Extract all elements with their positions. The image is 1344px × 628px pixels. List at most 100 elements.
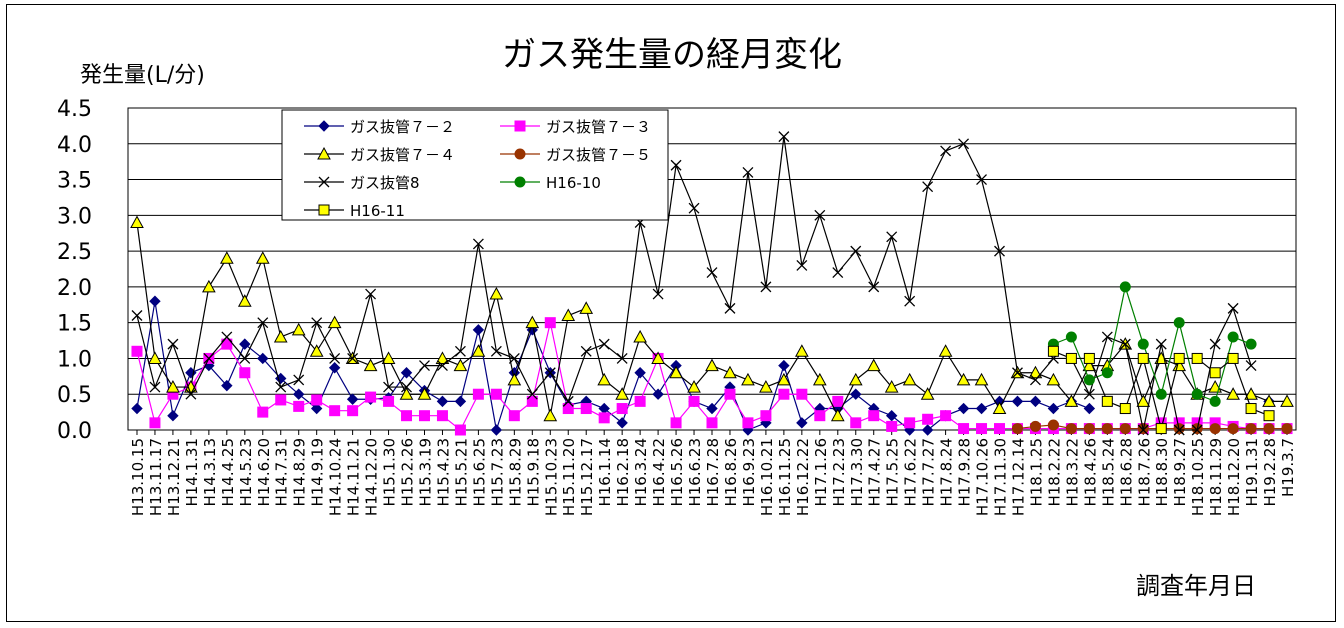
data-point [1245,338,1257,350]
data-point [724,388,736,400]
data-point [975,402,988,415]
data-point [1245,403,1257,415]
series-1 [131,317,1293,436]
data-point [616,352,628,364]
data-point [401,381,412,393]
x-tick-label: H18.8.30 [1153,438,1171,507]
y-axis-ticks: 0.0 0.5 1.0 1.5 2.0 2.5 3.0 3.5 4.0 4.5 [57,97,92,444]
x-tick-label: H15.6.25 [470,438,488,507]
data-point [615,387,629,400]
data-point [956,372,971,386]
data-point [347,405,359,417]
x-tick-label: H18.10.25 [1189,438,1207,516]
x-tick-label: H16.3.24 [632,438,650,507]
data-point [1226,387,1240,400]
data-point [237,294,252,307]
data-point [329,405,341,417]
x-tick-label: H17.5.25 [884,438,902,507]
data-point [202,279,216,293]
data-point [490,388,502,400]
data-point [1047,345,1059,357]
data-point [257,352,269,365]
x-tick-label: H15.7.23 [488,438,506,507]
x-tick-label: H17.9.28 [956,438,974,507]
data-point [1101,367,1113,379]
data-point [1065,331,1077,343]
x-tick-label: H14.12.20 [363,438,381,516]
data-point [1012,367,1023,379]
x-tick-label: H18.5.24 [1099,438,1117,507]
data-point [219,251,234,264]
y-tick-label: 4.0 [57,133,92,158]
data-point [580,345,592,357]
data-point [868,410,880,422]
data-point [419,360,430,372]
data-point [1245,360,1257,372]
y-tick-label: 1.0 [57,347,92,372]
data-point [830,408,845,422]
data-point [239,338,251,350]
data-point [437,360,448,372]
legend-marker [514,176,526,188]
x-axis-label: 調査年月日 [1136,572,1256,600]
data-point [167,409,179,422]
x-tick-label: H14.1.31 [183,438,201,507]
data-point [1227,331,1239,343]
x-tick-label: H13.12.21 [165,438,183,516]
data-point [741,372,755,386]
x-tick-label: H17.11.30 [992,438,1010,516]
data-point [868,281,880,293]
data-point [796,388,808,400]
data-point [688,202,700,214]
data-point [814,410,826,422]
data-point [544,317,556,329]
data-point [436,410,448,422]
data-point [1029,395,1042,408]
data-point [633,329,647,343]
data-point [634,367,646,379]
x-tick-label: H16.9.23 [740,438,758,507]
data-point [328,362,341,374]
x-tick-label: H15.4.23 [434,438,452,507]
x-tick-label: H19.2.28 [1261,438,1279,507]
legend-marker [514,120,526,132]
data-point [1047,402,1060,415]
data-point [490,424,503,436]
data-point [580,403,592,415]
data-point [904,295,916,307]
data-point [670,417,682,429]
data-point [1029,420,1041,432]
data-point [778,388,790,400]
x-tick-label: H17.6.22 [902,438,920,507]
data-point [221,338,233,350]
legend-label: ガス抜管8 [350,174,420,192]
data-point [760,281,772,293]
x-tick-label: H15.9.18 [524,438,542,507]
data-point [795,344,809,357]
x-tick-label: H17.1.26 [812,438,830,507]
data-point [1119,423,1131,435]
data-point [293,388,305,400]
data-point [1083,352,1095,364]
x-tick-label: H18.12.20 [1225,438,1243,516]
legend-label: H16-10 [546,174,601,192]
data-point [562,395,574,407]
y-axis-label: 発生量(L/分) [80,63,205,88]
data-point [976,423,988,435]
data-point [958,138,970,150]
data-point [273,329,288,343]
data-point [597,372,612,386]
data-point [149,417,161,429]
data-point [221,331,233,343]
data-point [922,413,934,425]
legend-label: ガス抜管７－４ [350,146,455,164]
data-point [311,317,323,329]
x-axis-ticks: H13.10.15 H13.11.17 H13.12.21 H14.1.31 H14.3… [129,430,1297,516]
x-tick-label: H15.11.20 [560,438,578,516]
data-point [1137,424,1149,436]
x-tick-label: H18.1.25 [1027,438,1045,507]
data-point [1083,423,1095,435]
x-tick-label: H16.7.28 [704,438,722,507]
data-point [886,420,898,432]
